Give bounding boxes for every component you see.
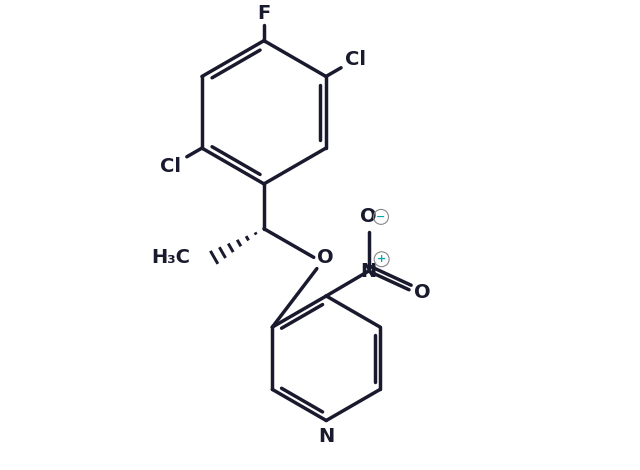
Text: Cl: Cl [160, 157, 181, 176]
Text: O: O [415, 283, 431, 302]
Text: O: O [360, 207, 377, 227]
Text: −: − [376, 212, 386, 222]
Text: N: N [360, 262, 377, 281]
Text: O: O [317, 248, 333, 267]
Text: +: + [377, 254, 387, 264]
Text: Cl: Cl [345, 50, 366, 69]
Text: H₃C: H₃C [152, 248, 191, 267]
Text: N: N [318, 427, 334, 446]
Text: F: F [257, 4, 271, 24]
